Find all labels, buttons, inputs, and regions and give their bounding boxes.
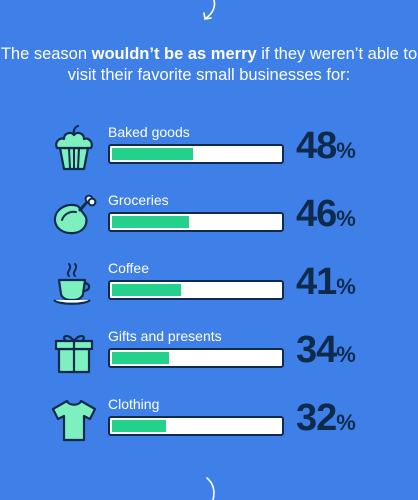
bar-track [108, 416, 284, 436]
bar-track [108, 144, 284, 164]
value-label: 32% [296, 397, 356, 439]
cupcake-icon [55, 124, 93, 171]
chart-row-gifts: Gifts and presents 34% [0, 328, 418, 388]
bar-fill [112, 420, 166, 432]
bar-fill [112, 148, 193, 160]
bar-label: Baked goods [108, 124, 190, 140]
bar-label: Clothing [108, 396, 160, 412]
bar-fill [112, 216, 189, 228]
chart-row-clothing: Clothing 32% [0, 396, 418, 456]
bar-fill [112, 352, 169, 364]
bar-label: Gifts and presents [108, 328, 222, 344]
bar-label: Coffee [108, 260, 149, 276]
roast-chicken-icon [53, 194, 97, 235]
headline: The season wouldn’t be as merry if they … [0, 45, 418, 84]
chart-row-groceries: Groceries 46% [0, 192, 418, 252]
shirt-icon [51, 399, 97, 442]
top-arrow-icon [204, 0, 216, 20]
bar-track [108, 348, 284, 368]
value-label: 41% [296, 261, 356, 303]
chart-row-baked-goods: Baked goods 48% [0, 124, 418, 184]
coffee-cup-icon [53, 263, 91, 305]
value-label: 48% [296, 125, 356, 167]
bar-fill [112, 284, 181, 296]
value-label: 34% [296, 329, 356, 371]
gift-icon [54, 334, 94, 374]
bar-track [108, 212, 284, 232]
bottom-arrow-icon [206, 477, 215, 500]
value-label: 46% [296, 193, 356, 235]
bar-track [108, 280, 284, 300]
bar-label: Groceries [108, 192, 169, 208]
chart-row-coffee: Coffee 41% [0, 260, 418, 320]
headline-emphasis: wouldn’t be as merry [91, 45, 257, 63]
